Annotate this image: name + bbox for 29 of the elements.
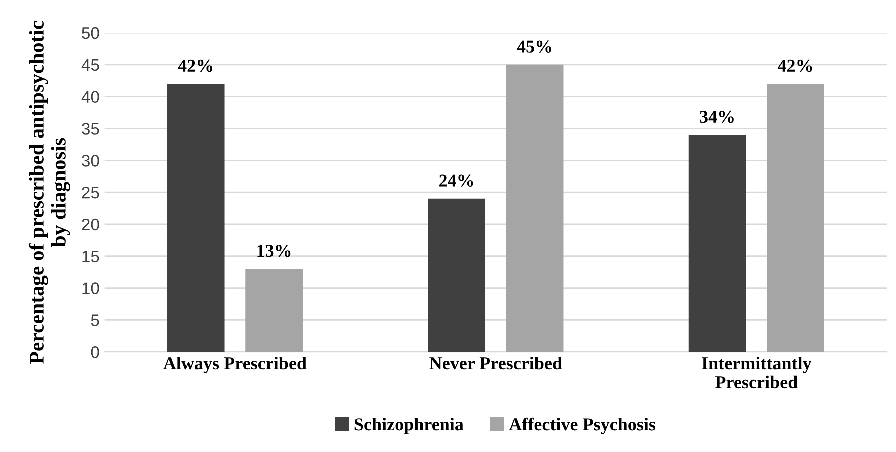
y-tick-label: 25 [82,186,100,199]
x-tick-label: Intermittantly Prescribed [702,356,812,389]
y-axis-title: Percentage of prescribed antipsychotic by diagnosis [29,21,70,364]
y-tick-label: 5 [91,314,100,326]
y-tick-label: 40 [82,91,100,104]
data-label: 42% [778,60,812,72]
legend-label: Affective Psychosis [509,418,656,434]
data-label: 24% [440,174,474,187]
y-tick-label: 15 [82,250,100,263]
y-tick-label: 35 [82,123,100,135]
bar [167,84,225,352]
data-label: 34% [700,110,734,124]
y-tick-label: 30 [82,155,100,167]
bar [428,198,486,352]
bar [246,269,303,352]
x-tick-label: Always Prescribed [164,356,307,374]
y-tick-label: 20 [82,218,100,231]
bar [688,135,746,352]
bar [767,84,824,352]
legend-label: Schizophrenia [354,418,464,434]
y-tick-label: 45 [82,59,100,72]
data-label: 13% [258,244,291,258]
y-tick-label: 10 [82,282,100,294]
data-label: 45% [517,40,552,53]
y-tick-label: 50 [82,27,100,40]
y-tick-label: 0 [91,346,100,358]
data-label: 42% [178,60,212,72]
bar [506,64,564,352]
x-tick-label: Never Prescribed [430,356,562,370]
